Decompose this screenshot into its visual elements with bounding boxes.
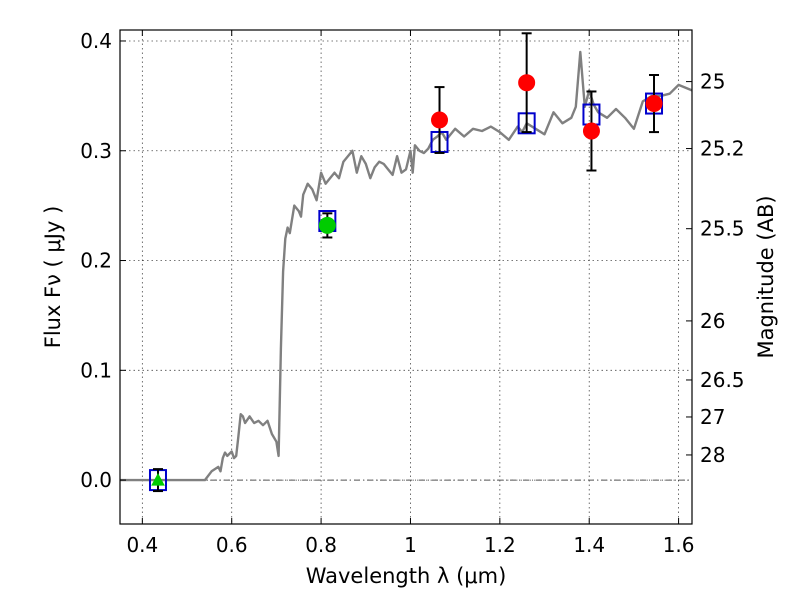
model-spectrum-line [120, 50, 693, 482]
right-tick-label: 25.2 [700, 137, 745, 161]
right-tick-label: 25.5 [700, 217, 745, 241]
plot-frame [119, 29, 693, 525]
tick-layer: 0.4 0.6 0.8 1 1.2 1.4 1.6 0.0 0.1 0.2 0.3 0.4 25 25.2… [80, 29, 744, 557]
y-tick-label: 0.3 [80, 139, 112, 163]
marker-layer [148, 32, 664, 493]
photometry-point [318, 216, 336, 234]
right-tick-label: 26 [700, 309, 725, 333]
x-tick-label: 0.8 [305, 533, 337, 557]
y-tick-label: 0.2 [80, 249, 112, 273]
photometry-point [518, 74, 536, 92]
y-axis-label: Flux Fν ( μJy ) [41, 206, 65, 349]
photometry-point [582, 122, 600, 140]
x-tick-label: 1 [404, 533, 417, 557]
photometry-point [431, 111, 449, 129]
upper-limit-triangle [151, 473, 165, 486]
right-tick-label: 25 [700, 70, 725, 94]
right-axis-label: Magnitude (AB) [754, 195, 778, 358]
grid-layer [120, 30, 692, 524]
right-tick-label: 26.5 [700, 368, 745, 392]
right-tick-label: 27 [700, 405, 725, 429]
right-tick-label: 28 [700, 443, 725, 467]
x-tick-label: 1.6 [663, 533, 695, 557]
y-tick-label: 0.1 [80, 358, 112, 382]
x-tick-label: 1.2 [484, 533, 516, 557]
model-spectrum-layer [120, 50, 693, 482]
x-axis-label: Wavelength λ (μm) [306, 564, 507, 588]
photometry-point [645, 95, 663, 113]
x-tick-label: 0.6 [216, 533, 248, 557]
y-tick-label: 0.0 [80, 468, 112, 492]
x-tick-label: 0.4 [126, 533, 158, 557]
x-tick-label: 1.4 [573, 533, 605, 557]
y-tick-label: 0.4 [80, 29, 112, 53]
